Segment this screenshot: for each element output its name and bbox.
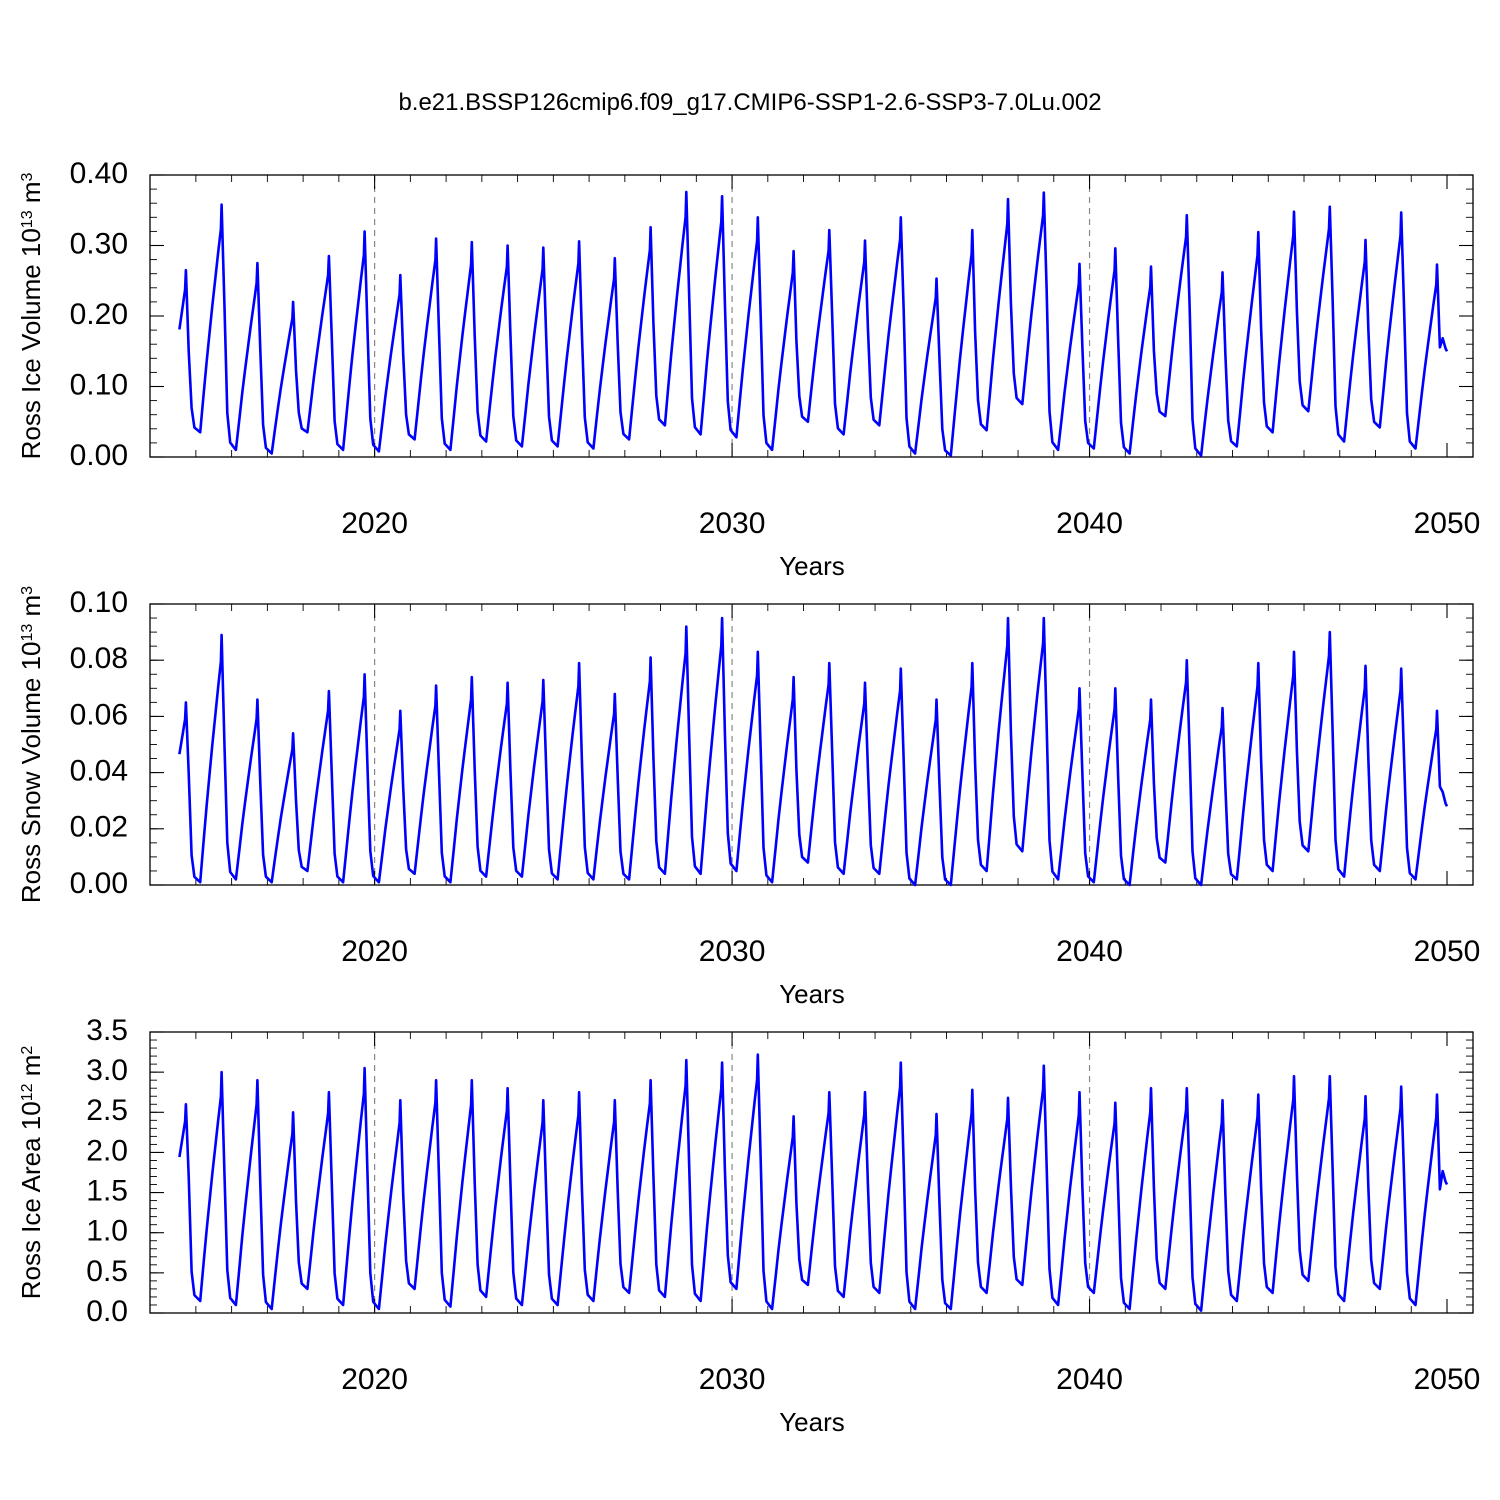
series-line bbox=[178, 616, 1449, 887]
y-tick-label: 3.0 bbox=[86, 1054, 128, 1087]
y-tick-label: 1.5 bbox=[86, 1174, 128, 1207]
y-tick-label: 0.10 bbox=[70, 368, 128, 401]
x-axis-label: Years bbox=[779, 979, 845, 1009]
y-tick-label: 0.0 bbox=[86, 1295, 128, 1328]
y-tick-label: 0.00 bbox=[70, 439, 128, 472]
chart-title: b.e21.BSSP126cmip6.f09_g17.CMIP6-SSP1-2.… bbox=[398, 89, 1101, 116]
x-tick-label: 2050 bbox=[1414, 507, 1481, 540]
x-tick-label: 2040 bbox=[1056, 935, 1123, 968]
x-tick-label: 2040 bbox=[1056, 1363, 1123, 1396]
x-tick-label: 2030 bbox=[699, 935, 766, 968]
y-tick-label: 0.00 bbox=[70, 867, 128, 900]
y-tick-label: 0.10 bbox=[70, 586, 128, 619]
chart-panel-3: 0.0 0.5 1.0 1.5 2.0 2.5 3.0 3.5 2020 2030 2040 2050… bbox=[16, 1014, 1480, 1437]
y-tick-label: 3.5 bbox=[86, 1014, 128, 1047]
y-tick-label: 0.06 bbox=[70, 698, 128, 731]
plot-frame bbox=[149, 1031, 1474, 1314]
x-tick-label: 2050 bbox=[1414, 935, 1481, 968]
x-tick-label: 2030 bbox=[699, 1363, 766, 1396]
y-axis-label: Ross Snow Volume 1013 m3 bbox=[16, 586, 46, 903]
x-axis-label: Years bbox=[779, 1407, 845, 1437]
x-tick-label: 2020 bbox=[341, 1363, 408, 1396]
y-tick-label: 0.20 bbox=[70, 298, 128, 331]
x-tick-label: 2050 bbox=[1414, 1363, 1481, 1396]
x-tick-label: 2020 bbox=[341, 935, 408, 968]
chart-panel-1: 0.00 0.10 0.20 0.30 0.40 2020 2030 2040 2050 Year… bbox=[16, 157, 1480, 581]
x-tick-label: 2020 bbox=[341, 507, 408, 540]
x-tick-label: 2030 bbox=[699, 507, 766, 540]
y-tick-label: 0.04 bbox=[70, 755, 128, 788]
chart-panel-2: 0.00 0.02 0.04 0.06 0.08 0.10 2020 2030 2040 2050… bbox=[16, 586, 1480, 1009]
y-tick-label: 0.5 bbox=[86, 1255, 128, 1288]
x-axis-label: Years bbox=[779, 551, 845, 581]
y-tick-label: 0.02 bbox=[70, 811, 128, 844]
y-axis-label: Ross Ice Volume 1013 m3 bbox=[16, 172, 46, 459]
x-tick-label: 2040 bbox=[1056, 507, 1123, 540]
y-tick-label: 1.0 bbox=[86, 1215, 128, 1248]
y-tick-label: 0.40 bbox=[70, 157, 128, 190]
y-tick-label: 2.5 bbox=[86, 1094, 128, 1127]
y-tick-label: 0.08 bbox=[70, 642, 128, 675]
y-tick-label: 0.30 bbox=[70, 227, 128, 260]
y-tick-label: 2.0 bbox=[86, 1134, 128, 1167]
series-line bbox=[178, 1053, 1449, 1312]
y-axis-label: Ross Ice Area 1012 m2 bbox=[16, 1046, 46, 1300]
series-line bbox=[178, 190, 1449, 457]
